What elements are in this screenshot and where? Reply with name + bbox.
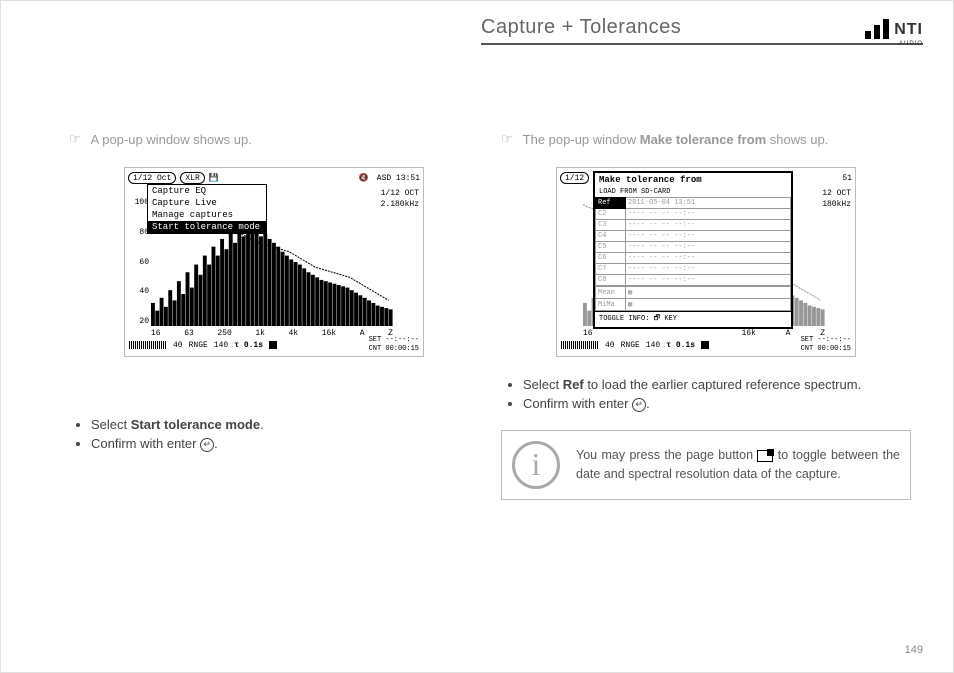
stop-icon [701, 341, 709, 349]
device-screenshot-right: 1/12 51 12 OCT 180kHz 1616kAZ Make toler… [556, 167, 856, 357]
device-topbar: 1/12 Oct XLR 💾 🔇 ASD 13:51 [128, 171, 420, 185]
header: Capture + Tolerances NTI AUDIO [481, 13, 923, 45]
capture-table: Ref2011-05-04 13:51C2---- -- -- --:--C3-… [595, 197, 791, 286]
page-number: 149 [905, 644, 923, 656]
page-title: Capture + Tolerances [481, 16, 681, 39]
info-box: i You may press the page button to toggl… [501, 430, 911, 500]
page: Capture + Tolerances NTI AUDIO ☞ A pop-u… [1, 1, 953, 672]
section-label: 12 OCT 180kHz [822, 188, 851, 210]
info-icon: i [512, 441, 560, 489]
logo-subtext: AUDIO [899, 41, 923, 47]
save-icon: 💾 [209, 173, 219, 183]
device-bottombar: 40 RNGE 140 τ 0.1s SET --:--:-- CNT 00:0… [129, 336, 419, 354]
logo-text: NTI [894, 21, 923, 39]
right-column: ☞ The pop-up window Make tolerance from … [501, 131, 911, 500]
popup-tolerance: Make tolerance from LOAD FROM SD-CARD Re… [593, 171, 793, 329]
speaker-icon: 🔇 [359, 173, 369, 183]
right-bullets: Select Ref to load the earlier captured … [509, 377, 911, 412]
logo: NTI AUDIO [865, 19, 923, 39]
hand-icon: ☞ [501, 131, 513, 147]
left-bullets: Select Start tolerance mode.Confirm with… [77, 417, 479, 452]
device-screenshot-left: 1/12 Oct XLR 💾 🔇 ASD 13:51 1/12 OCT 2.18… [124, 167, 424, 357]
stop-icon [269, 341, 277, 349]
left-lead: ☞ A pop-up window shows up. [69, 131, 479, 147]
device-bottombar: 40 RNGE 140 τ 0.1s SET --:--:-- CNT 00:0… [561, 336, 851, 354]
hand-icon: ☞ [69, 131, 81, 147]
right-lead: ☞ The pop-up window Make tolerance from … [501, 131, 911, 147]
level-meter-icon [561, 341, 599, 349]
page-button-icon [757, 450, 773, 462]
info-text: You may press the page button to toggle … [576, 446, 900, 484]
popup-menu: Capture EQCapture LiveManage capturesSta… [147, 184, 267, 234]
level-meter-icon [129, 341, 167, 349]
left-column: ☞ A pop-up window shows up. 1/12 Oct XLR… [69, 131, 479, 456]
